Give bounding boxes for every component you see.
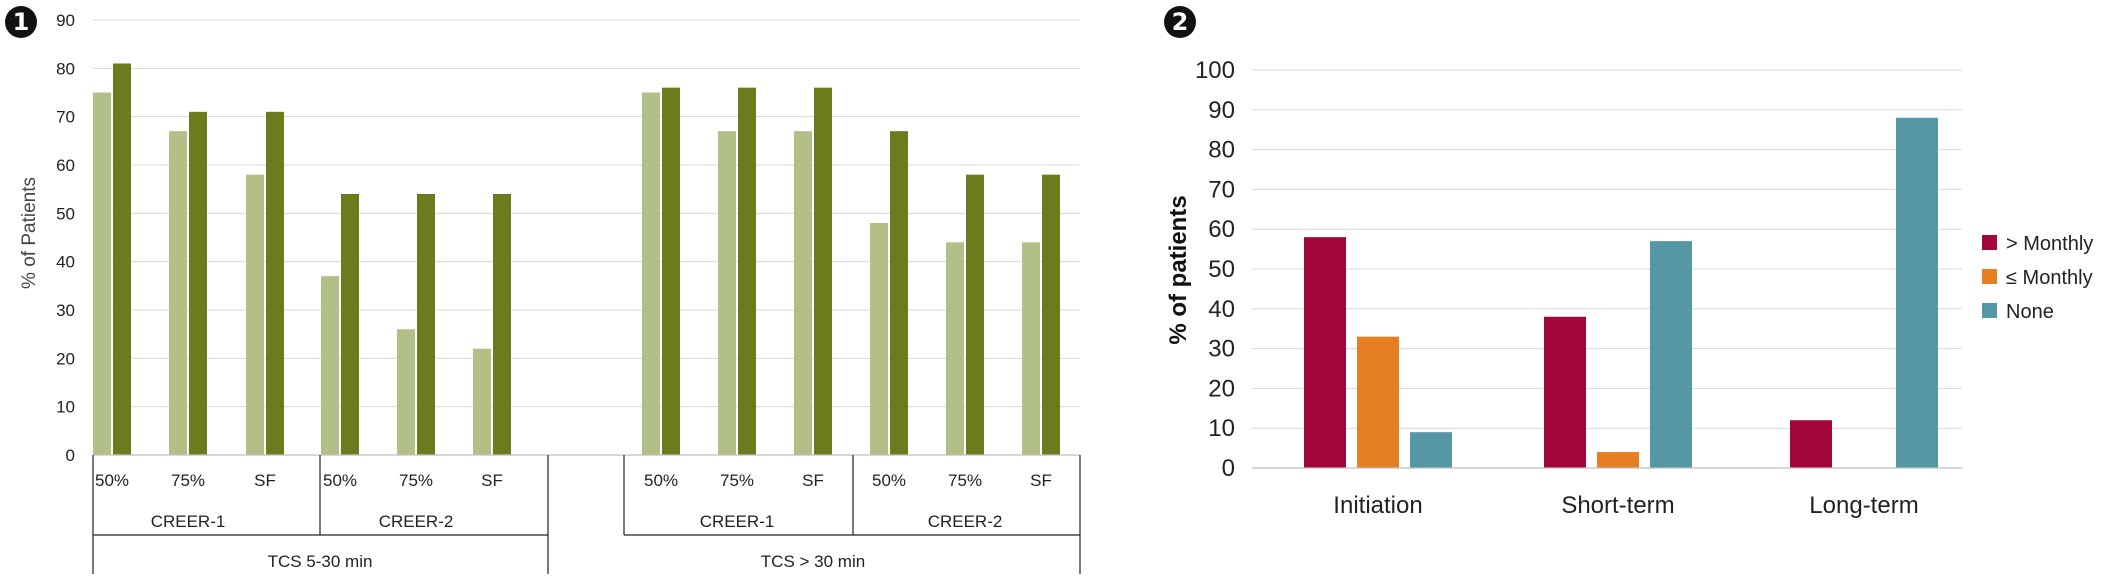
y-tick-label: 20 — [1208, 375, 1235, 402]
group-label: CREER-1 — [700, 512, 775, 531]
legend-label: > Monthly — [2006, 233, 2093, 255]
x-tick-label: SF — [802, 471, 824, 490]
x-tick-label: 50% — [872, 471, 906, 490]
bar-series-2 — [738, 87, 756, 456]
x-tick-label: 75% — [948, 471, 982, 490]
bar-series-1 — [93, 92, 111, 455]
group-label: CREER-2 — [379, 512, 454, 531]
bar-series-2 — [493, 194, 511, 455]
bar-series-2 — [966, 174, 984, 455]
x-tick-label: 75% — [399, 471, 433, 490]
x-tick-label: Long-term — [1809, 492, 1918, 519]
bar-series-1 — [246, 174, 264, 455]
legend-swatch — [1982, 235, 1997, 250]
chart-panel-1: 1 % of Patients 0 10 20 30 40 50 60 70 80 90 50% 7… — [5, 6, 1081, 574]
bar-monthly — [1357, 336, 1399, 468]
chart-1-gridlines — [93, 19, 1080, 456]
chart-2-legend: > Monthly ≤ Monthly None — [1982, 233, 2093, 323]
chart-1-y-axis-label: % of Patients — [19, 177, 40, 289]
y-tick-label: 0 — [66, 446, 75, 465]
bar-monthly — [1544, 316, 1586, 468]
chart-1-y-ticks: 0 10 20 30 40 50 60 70 80 90 — [56, 11, 75, 465]
y-tick-label: 30 — [56, 301, 75, 320]
y-tick-label: 50 — [56, 204, 75, 223]
bar-series-2 — [662, 87, 680, 456]
y-tick-label: 80 — [1208, 137, 1235, 164]
bar-series-2 — [1042, 174, 1060, 455]
chart-2-bars — [1304, 117, 1938, 468]
x-tick-label: 50% — [644, 471, 678, 490]
bar-monthly — [1304, 237, 1346, 468]
group-label: CREER-2 — [928, 512, 1003, 531]
y-tick-label: 30 — [1208, 336, 1235, 363]
y-tick-label: 80 — [56, 59, 75, 78]
x-tick-label: 75% — [720, 471, 754, 490]
bar-series-2 — [814, 87, 832, 456]
y-tick-label: 50 — [1208, 256, 1235, 283]
bar-series-1 — [169, 131, 187, 455]
legend-label: ≤ Monthly — [2006, 267, 2093, 289]
bar-none — [1650, 241, 1692, 468]
y-tick-label: 0 — [1222, 455, 1235, 482]
bar-series-1 — [946, 242, 964, 455]
bar-series-1 — [397, 329, 415, 455]
chart-panel-2: 2 % of patients 0 10 20 30 40 50 60 70 80 90 100 I… — [1164, 6, 2093, 519]
chart-1-bars — [93, 63, 1060, 456]
bar-none — [1896, 117, 1938, 468]
bar-series-2 — [266, 111, 284, 455]
x-tick-label: SF — [1030, 471, 1052, 490]
legend-swatch — [1982, 303, 1997, 318]
bar-series-2 — [189, 111, 207, 455]
y-tick-label: 100 — [1195, 57, 1235, 84]
y-tick-label: 20 — [56, 349, 75, 368]
bar-series-1 — [473, 348, 491, 455]
legend-label: None — [2006, 301, 2054, 323]
bar-series-2 — [113, 63, 131, 455]
x-tick-label: Initiation — [1333, 492, 1422, 519]
y-tick-label: 40 — [1208, 296, 1235, 323]
y-tick-label: 70 — [56, 108, 75, 127]
bar-series-1 — [718, 131, 736, 455]
y-tick-label: 90 — [56, 11, 75, 30]
group-label: CREER-1 — [151, 512, 226, 531]
y-tick-label: 70 — [1208, 176, 1235, 203]
x-tick-label: SF — [254, 471, 276, 490]
chart-2-category-axis: Initiation Short-term Long-term — [1252, 467, 1962, 519]
x-tick-label: 50% — [323, 471, 357, 490]
x-tick-label: 50% — [95, 471, 129, 490]
y-tick-label: 60 — [1208, 216, 1235, 243]
panel-2-label: 2 — [1172, 8, 1189, 36]
panel-1-badge — [5, 6, 37, 38]
super-group-label: TCS > 30 min — [761, 552, 865, 571]
legend-swatch — [1982, 269, 1997, 284]
bar-series-2 — [341, 194, 359, 455]
bar-none — [1410, 432, 1452, 468]
bar-series-2 — [417, 194, 435, 455]
y-tick-label: 60 — [56, 156, 75, 175]
chart-1-category-axis: 50% 75% SF 50% 75% SF 50% 75% SF 50% 75% SF CREER-1 C… — [92, 454, 1081, 574]
chart-2-y-axis-label: % of patients — [1165, 195, 1192, 344]
y-tick-label: 10 — [1208, 415, 1235, 442]
y-tick-label: 90 — [1208, 97, 1235, 124]
chart-2-y-ticks: 0 10 20 30 40 50 60 70 80 90 100 — [1195, 57, 1235, 482]
bar-monthly — [1790, 420, 1832, 468]
x-tick-label: SF — [481, 471, 503, 490]
panel-1-label: 1 — [13, 8, 30, 36]
y-tick-label: 10 — [56, 398, 75, 417]
bar-series-1 — [1022, 242, 1040, 455]
y-tick-label: 40 — [56, 253, 75, 272]
bar-series-1 — [321, 276, 339, 455]
bar-series-2 — [890, 131, 908, 455]
bar-series-1 — [794, 131, 812, 455]
panel-2-badge — [1164, 6, 1196, 38]
bar-series-1 — [642, 92, 660, 455]
x-tick-label: 75% — [171, 471, 205, 490]
super-group-label: TCS 5-30 min — [268, 552, 373, 571]
bar-series-1 — [870, 223, 888, 455]
bar-monthly — [1597, 452, 1639, 468]
x-tick-label: Short-term — [1561, 492, 1674, 519]
